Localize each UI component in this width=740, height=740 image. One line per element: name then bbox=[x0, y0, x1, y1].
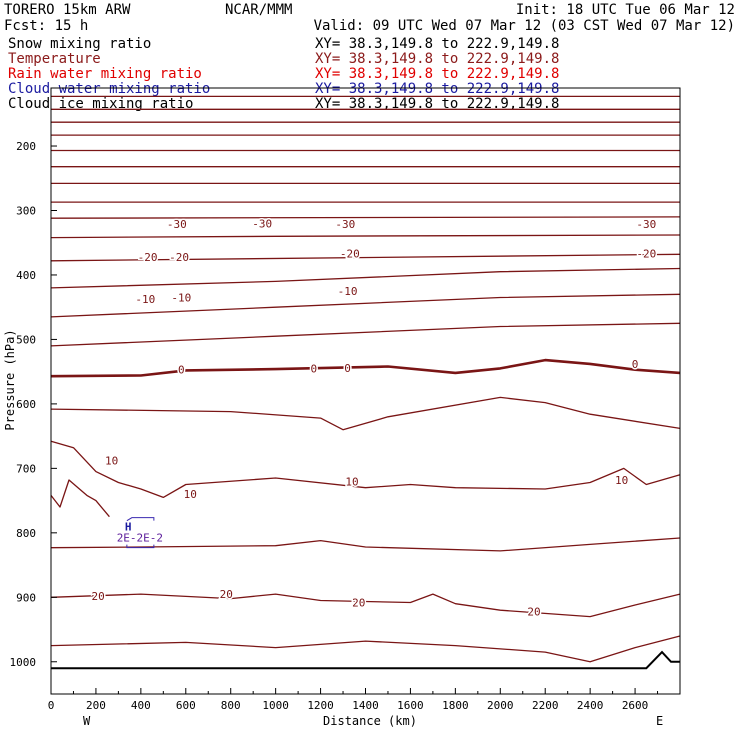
x-tick-label: 2400 bbox=[577, 699, 604, 712]
high-center-label: H bbox=[125, 521, 132, 534]
isotherm-label: -30 bbox=[636, 218, 656, 231]
y-tick-label: 1000 bbox=[10, 656, 37, 669]
isotherm-label: -20 bbox=[636, 248, 656, 261]
organization: NCAR/MMM bbox=[225, 2, 292, 18]
field-name-cloud-ice: Cloud ice mixing ratio bbox=[8, 96, 193, 112]
x-tick-label: 2200 bbox=[532, 699, 559, 712]
isotherm-label: 10 bbox=[184, 488, 197, 501]
x-axis-ticks: 0 200 400 600 800 1000 1200 1400 1600 1800 2000 220… bbox=[48, 688, 659, 712]
field-xy-cloud-ice: XY= 38.3,149.8 to 222.9,149.8 bbox=[315, 96, 559, 112]
isotherm-label: 20 bbox=[352, 596, 365, 609]
isotherm-contours bbox=[50, 95, 681, 663]
center-bracket-bottom bbox=[126, 544, 155, 549]
init-time: Init: 18 UTC Tue 06 Mar 12 bbox=[516, 2, 735, 18]
x-tick-label: 1600 bbox=[397, 699, 424, 712]
center-bracket-top bbox=[126, 517, 155, 522]
isotherm-label: 20 bbox=[527, 605, 540, 618]
field-xy-temperature: XY= 38.3,149.8 to 222.9,149.8 bbox=[315, 51, 559, 67]
x-tick-label: 400 bbox=[131, 699, 151, 712]
y-tick-label: 500 bbox=[16, 333, 36, 346]
field-name-temperature: Temperature bbox=[8, 51, 101, 67]
isotherm-line bbox=[50, 293, 681, 318]
isotherm-label: -20 bbox=[169, 251, 189, 264]
isotherm-line bbox=[50, 479, 110, 518]
pressure-center-marker: H2E-2E-2 bbox=[117, 517, 163, 549]
field-name-cloud-water: Cloud water mixing ratio bbox=[8, 81, 210, 97]
y-tick-label: 800 bbox=[16, 527, 36, 540]
isotherm-label: 0 bbox=[178, 364, 185, 377]
isotherm-label: -20 bbox=[340, 248, 360, 261]
isotherm-label: 0 bbox=[632, 358, 639, 371]
east-label: E bbox=[656, 714, 663, 728]
center-value-label: 2E-2E-2 bbox=[117, 532, 163, 545]
field-name-rain: Rain water mixing ratio bbox=[8, 66, 202, 82]
field-xy-snow: XY= 38.3,149.8 to 222.9,149.8 bbox=[315, 36, 559, 52]
freezing-level-isotherm bbox=[50, 358, 681, 378]
x-tick-label: 200 bbox=[86, 699, 106, 712]
isotherm-label: 10 bbox=[615, 474, 628, 487]
isotherm-label: -30 bbox=[167, 218, 187, 231]
valid-time: Valid: 09 UTC Wed 07 Mar 12 (03 CST Wed … bbox=[314, 18, 735, 34]
x-tick-label: 1200 bbox=[307, 699, 334, 712]
field-xy-cloud-water: XY= 38.3,149.8 to 222.9,149.8 bbox=[315, 81, 559, 97]
west-label: W bbox=[83, 714, 91, 728]
forecast-hour: Fcst: 15 h bbox=[4, 18, 88, 34]
x-tick-label: 2600 bbox=[622, 699, 649, 712]
x-tick-label: 600 bbox=[176, 699, 196, 712]
y-tick-label: 700 bbox=[16, 462, 36, 475]
terrain-profile bbox=[51, 650, 680, 670]
x-tick-label: 0 bbox=[48, 699, 55, 712]
field-xy-rain: XY= 38.3,149.8 to 222.9,149.8 bbox=[315, 66, 559, 82]
y-axis-ticks: 200 300 400 500 600 700 800 900 1000 bbox=[10, 140, 57, 669]
isotherm-label: -10 bbox=[171, 292, 191, 305]
terrain-line bbox=[51, 650, 680, 670]
isotherm-label: -10 bbox=[135, 293, 155, 306]
isotherm-label: -20 bbox=[138, 251, 158, 264]
isotherm-label: 0 bbox=[344, 362, 351, 375]
y-tick-label: 300 bbox=[16, 204, 36, 217]
isotherm-line bbox=[50, 234, 681, 239]
isotherm-line bbox=[50, 635, 681, 663]
isotherm-label: 20 bbox=[220, 588, 233, 601]
isotherm-line bbox=[50, 322, 681, 347]
x-tick-label: 1800 bbox=[442, 699, 469, 712]
isotherm-label: 0 bbox=[311, 362, 318, 375]
x-axis-title: Distance (km) bbox=[323, 714, 417, 728]
x-tick-label: 1400 bbox=[352, 699, 379, 712]
x-tick-label: 800 bbox=[221, 699, 241, 712]
isotherm-label: -30 bbox=[252, 217, 272, 230]
isotherm-label: 20 bbox=[92, 590, 105, 603]
isotherm-line bbox=[50, 267, 681, 289]
isotherm-line bbox=[50, 216, 681, 219]
isotherm-line bbox=[50, 593, 681, 618]
isotherm-line bbox=[50, 537, 681, 552]
isotherm-label: -10 bbox=[338, 285, 358, 298]
isotherm-label: -30 bbox=[335, 218, 355, 231]
y-tick-label: 600 bbox=[16, 398, 36, 411]
y-tick-label: 400 bbox=[16, 269, 36, 282]
isotherm-label: 10 bbox=[345, 475, 358, 488]
plot-frame bbox=[50, 87, 681, 695]
isotherm-line bbox=[50, 253, 681, 262]
y-tick-label: 900 bbox=[16, 591, 36, 604]
y-tick-label: 200 bbox=[16, 140, 36, 153]
field-name-snow: Snow mixing ratio bbox=[8, 36, 151, 52]
isotherm-line bbox=[50, 396, 681, 431]
isotherm-labels: -30 -30 -30 -30 -20 -20 -20 -20 -10 -10 -10 0 0 0 0 10 1… bbox=[90, 216, 658, 620]
isotherm-line bbox=[50, 440, 681, 499]
x-tick-label: 2000 bbox=[487, 699, 514, 712]
y-axis-title: Pressure (hPa) bbox=[3, 329, 17, 430]
model-title: TORERO 15km ARW bbox=[4, 2, 131, 18]
x-tick-label: 1000 bbox=[262, 699, 289, 712]
isotherm-label: 10 bbox=[105, 455, 118, 468]
